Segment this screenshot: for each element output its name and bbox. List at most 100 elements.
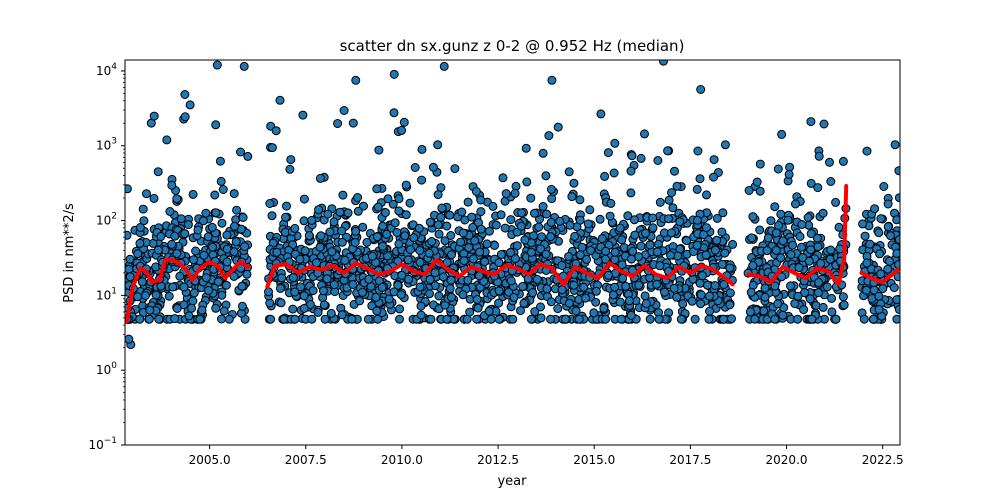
scatter-point: [222, 230, 232, 240]
scatter-point: [442, 314, 452, 324]
scatter-point: [806, 229, 816, 239]
scatter-point: [546, 297, 556, 307]
scatter-point: [188, 296, 198, 306]
scatter-point: [883, 199, 893, 209]
scatter-point: [415, 246, 425, 255]
scatter-point: [337, 237, 347, 247]
scatter-point: [213, 277, 223, 287]
scatter-point: [773, 164, 783, 174]
scatter-point: [462, 314, 472, 324]
scatter-point: [446, 275, 456, 285]
scatter-point: [538, 148, 548, 158]
scatter-point: [355, 296, 365, 306]
scatter-point: [459, 256, 469, 266]
scatter-point: [358, 222, 368, 232]
scatter-point: [701, 250, 711, 260]
scatter-point: [271, 126, 281, 136]
scatter-point: [776, 253, 786, 263]
scatter-point: [755, 159, 765, 169]
scatter-point: [664, 214, 673, 224]
scatter-point: [281, 212, 290, 222]
scatter-point: [490, 240, 499, 250]
scatter-point: [395, 314, 404, 324]
scatter-point: [242, 269, 252, 279]
scatter-point: [185, 100, 195, 110]
x-tick-label: 2012.5: [477, 453, 519, 467]
scatter-point: [518, 282, 528, 291]
scatter-point: [322, 274, 332, 284]
scatter-point: [672, 181, 682, 191]
scatter-point: [672, 292, 682, 302]
scatter-point: [472, 295, 482, 304]
scatter-point: [304, 231, 314, 241]
scatter-point: [834, 222, 844, 232]
scatter-point: [314, 205, 324, 215]
scatter-point: [201, 273, 211, 283]
y-axis: 10−1 100 101 102 103 104: [88, 62, 125, 452]
scatter-point: [806, 245, 816, 255]
scatter-point: [652, 279, 662, 289]
scatter-point: [479, 277, 489, 286]
scatter-point: [176, 214, 186, 224]
scatter-point: [400, 231, 410, 241]
scatter-point: [198, 216, 208, 226]
scatter-point: [763, 233, 773, 243]
scatter-point: [617, 260, 627, 270]
scatter-point: [333, 119, 343, 128]
scatter-point: [401, 210, 411, 220]
scatter-point: [695, 278, 705, 288]
scatter-point: [494, 258, 504, 268]
scatter-point: [329, 280, 339, 290]
scatter-point: [813, 288, 823, 298]
scatter-point: [894, 166, 900, 176]
scatter-point: [394, 194, 404, 204]
scatter-point: [894, 193, 900, 203]
scatter-point: [320, 314, 330, 324]
scatter-point: [668, 203, 678, 213]
scatter-point: [807, 314, 817, 324]
scatter-point: [778, 236, 788, 246]
scatter-point: [790, 299, 800, 309]
scatter-point: [570, 231, 580, 241]
scatter-point: [188, 189, 198, 199]
scatter-point: [886, 231, 895, 241]
scatter-point: [417, 144, 427, 154]
scatter-point: [180, 112, 190, 122]
scatter-point: [434, 291, 444, 301]
scatter-point: [139, 216, 149, 226]
scatter-point: [224, 314, 234, 324]
scatter-point: [464, 243, 474, 253]
scatter-point: [519, 298, 529, 308]
scatter-point: [315, 173, 325, 183]
scatter-point: [831, 197, 841, 207]
scatter-point: [575, 195, 585, 205]
scatter-point: [266, 314, 276, 324]
scatter-point: [557, 285, 567, 295]
scatter-point: [617, 235, 627, 245]
scatter-point: [427, 237, 437, 246]
y-tick-label: 102: [96, 212, 117, 228]
scatter-point: [138, 204, 148, 214]
scatter-point: [797, 242, 806, 252]
scatter-point: [315, 242, 325, 252]
scatter-point: [446, 231, 456, 240]
scatter-point: [812, 233, 822, 243]
scatter-point: [682, 236, 692, 246]
scatter-point: [175, 271, 185, 281]
scatter-point: [471, 187, 481, 196]
scatter-point: [367, 251, 377, 261]
scatter-point: [744, 186, 754, 195]
scatter-point: [597, 234, 607, 244]
scatter-point: [401, 180, 411, 190]
scatter-point: [180, 229, 190, 239]
scatter-point: [616, 314, 626, 324]
scatter-point: [467, 212, 477, 222]
scatter-point: [893, 272, 900, 282]
x-tick-label: 2007.5: [285, 453, 327, 467]
x-tick-label: 2005.0: [189, 453, 231, 467]
scatter-point: [393, 280, 403, 290]
scatter-point: [500, 223, 510, 233]
scatter-point: [323, 209, 333, 219]
scatter-point: [125, 264, 134, 274]
scatter-point: [564, 167, 574, 177]
